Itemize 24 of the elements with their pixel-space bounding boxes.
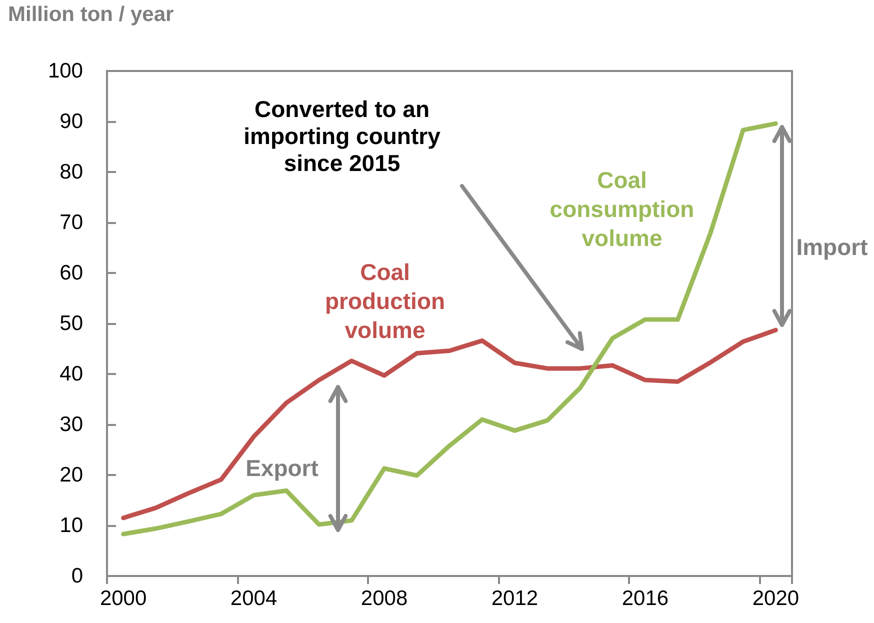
x-tick-label: 2004 — [230, 587, 278, 610]
y-tick-label: 0 — [71, 564, 83, 588]
y-tick-label: 50 — [60, 312, 83, 335]
y-tick-label: 40 — [60, 362, 83, 386]
series-label: Coal production volume — [324, 258, 446, 345]
annotation: Converted to an importing country since 2015 — [242, 96, 442, 177]
text: Import — [795, 233, 869, 261]
series-label: Coal consumption volume — [548, 166, 696, 253]
annotation: Export — [244, 454, 320, 482]
y-tick-label: 80 — [60, 160, 83, 184]
y-tick-label: 70 — [60, 211, 83, 234]
x-tick-label: 2016 — [622, 587, 669, 610]
x-tick-label: 2020 — [752, 587, 800, 610]
x-tick-label: 2000 — [100, 587, 147, 610]
y-tick-label: 20 — [60, 464, 83, 486]
y-tick-label: 60 — [60, 262, 83, 284]
y-tick-label: 90 — [60, 110, 83, 133]
y-tick-label: 10 — [60, 514, 83, 537]
y-tick-label: 100 — [48, 60, 83, 82]
y-axis-title: Million ton / year — [8, 2, 174, 28]
line-series — [121, 121, 778, 536]
x-tick-label: 2008 — [360, 587, 408, 610]
y-tick-label: 30 — [60, 413, 83, 436]
x-tick-label: 2012 — [491, 587, 538, 610]
